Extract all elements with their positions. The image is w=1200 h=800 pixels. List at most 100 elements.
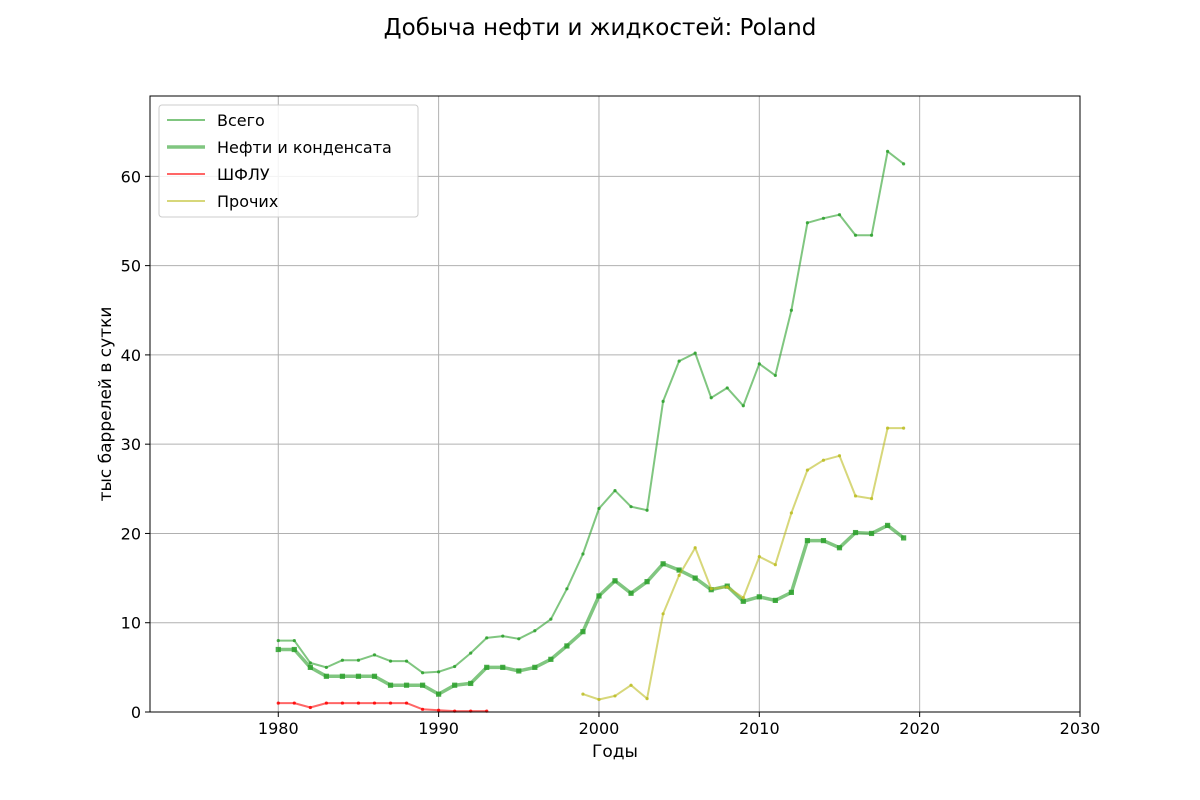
series-3 [276, 701, 489, 713]
data-point [453, 664, 457, 669]
data-point [371, 673, 378, 679]
data-point [869, 233, 874, 237]
data-point [581, 552, 585, 556]
series-line [582, 427, 904, 701]
data-point [436, 691, 442, 697]
y-tick-label: 30 [121, 435, 141, 454]
data-point [693, 351, 697, 355]
data-point [644, 579, 650, 585]
x-tick-label: 1990 [418, 719, 459, 738]
data-point [821, 458, 826, 462]
data-point [901, 535, 907, 541]
data-point [789, 511, 793, 515]
data-point [548, 656, 554, 662]
data-point [549, 617, 553, 621]
data-point [868, 530, 875, 537]
data-point [597, 506, 601, 511]
data-point [387, 682, 394, 688]
data-point [821, 216, 826, 220]
data-point [437, 670, 441, 674]
data-point [372, 653, 377, 657]
data-point [869, 497, 874, 501]
data-point [324, 701, 328, 705]
data-point [788, 589, 794, 595]
legend: Всего Нефти и конденсата ШФЛУ Прочих [158, 104, 419, 218]
data-point [517, 637, 521, 641]
data-point [532, 664, 538, 670]
data-point [419, 682, 426, 688]
data-point [292, 638, 296, 643]
data-point [740, 598, 746, 604]
y-axis: 0 10 20 30 40 50 60 [121, 167, 150, 722]
data-point [677, 359, 681, 363]
data-point [372, 701, 377, 705]
data-point [404, 659, 409, 663]
data-point [420, 671, 425, 675]
data-point [693, 546, 697, 550]
data-point [275, 646, 281, 653]
x-axis: 1980 1990 2000 2010 2020 2030 [258, 712, 1100, 738]
x-tick-label: 2010 [739, 719, 780, 738]
data-point [756, 594, 762, 600]
y-tick-label: 20 [121, 524, 141, 543]
data-point [323, 673, 329, 679]
data-point [437, 708, 441, 712]
data-point [884, 522, 891, 529]
data-point [308, 661, 312, 665]
data-point [307, 664, 313, 670]
data-point [292, 701, 296, 705]
data-point [468, 680, 474, 687]
y-tick-label: 40 [121, 346, 141, 365]
chart-title: Добыча нефти и жидкостей: Poland [384, 15, 817, 41]
data-point [725, 386, 729, 390]
data-point [661, 399, 665, 403]
data-point [902, 426, 906, 430]
data-point [629, 683, 633, 687]
data-point [597, 697, 601, 702]
data-point [452, 682, 458, 688]
data-point [339, 673, 346, 679]
data-point [276, 638, 280, 643]
data-point [741, 404, 745, 408]
data-point [628, 590, 634, 596]
data-point [580, 629, 586, 635]
data-point [501, 634, 505, 638]
data-point [613, 488, 617, 493]
data-point [356, 658, 361, 662]
y-tick-label: 0 [131, 703, 141, 722]
data-point [836, 545, 843, 551]
data-point [469, 651, 473, 655]
data-point [613, 694, 617, 698]
series-line [278, 702, 487, 713]
data-point [902, 162, 906, 166]
data-point [773, 373, 777, 378]
data-point [596, 593, 602, 599]
data-point [885, 149, 890, 153]
data-point [612, 578, 618, 584]
data-point [565, 587, 569, 591]
data-point [500, 664, 506, 670]
data-point [709, 587, 713, 591]
axes-frame [149, 95, 1081, 713]
data-point [581, 692, 585, 696]
data-point [725, 585, 729, 589]
data-point [356, 701, 361, 705]
data-point [403, 682, 410, 688]
data-point [308, 705, 312, 710]
y-tick-label: 60 [121, 167, 141, 186]
y-tick-label: 50 [121, 257, 141, 276]
data-point [852, 529, 859, 536]
data-point [355, 673, 362, 679]
data-point [485, 636, 489, 640]
y-axis-label: тыс баррелей в сутки [96, 307, 116, 502]
data-point [692, 575, 698, 581]
x-tick-label: 2000 [579, 719, 620, 738]
data-point [805, 221, 810, 225]
data-point [404, 701, 409, 705]
data-point [676, 567, 682, 573]
series-2 [275, 522, 907, 697]
x-tick-label: 2030 [1060, 719, 1101, 738]
data-point [853, 494, 858, 498]
data-point [564, 643, 570, 649]
